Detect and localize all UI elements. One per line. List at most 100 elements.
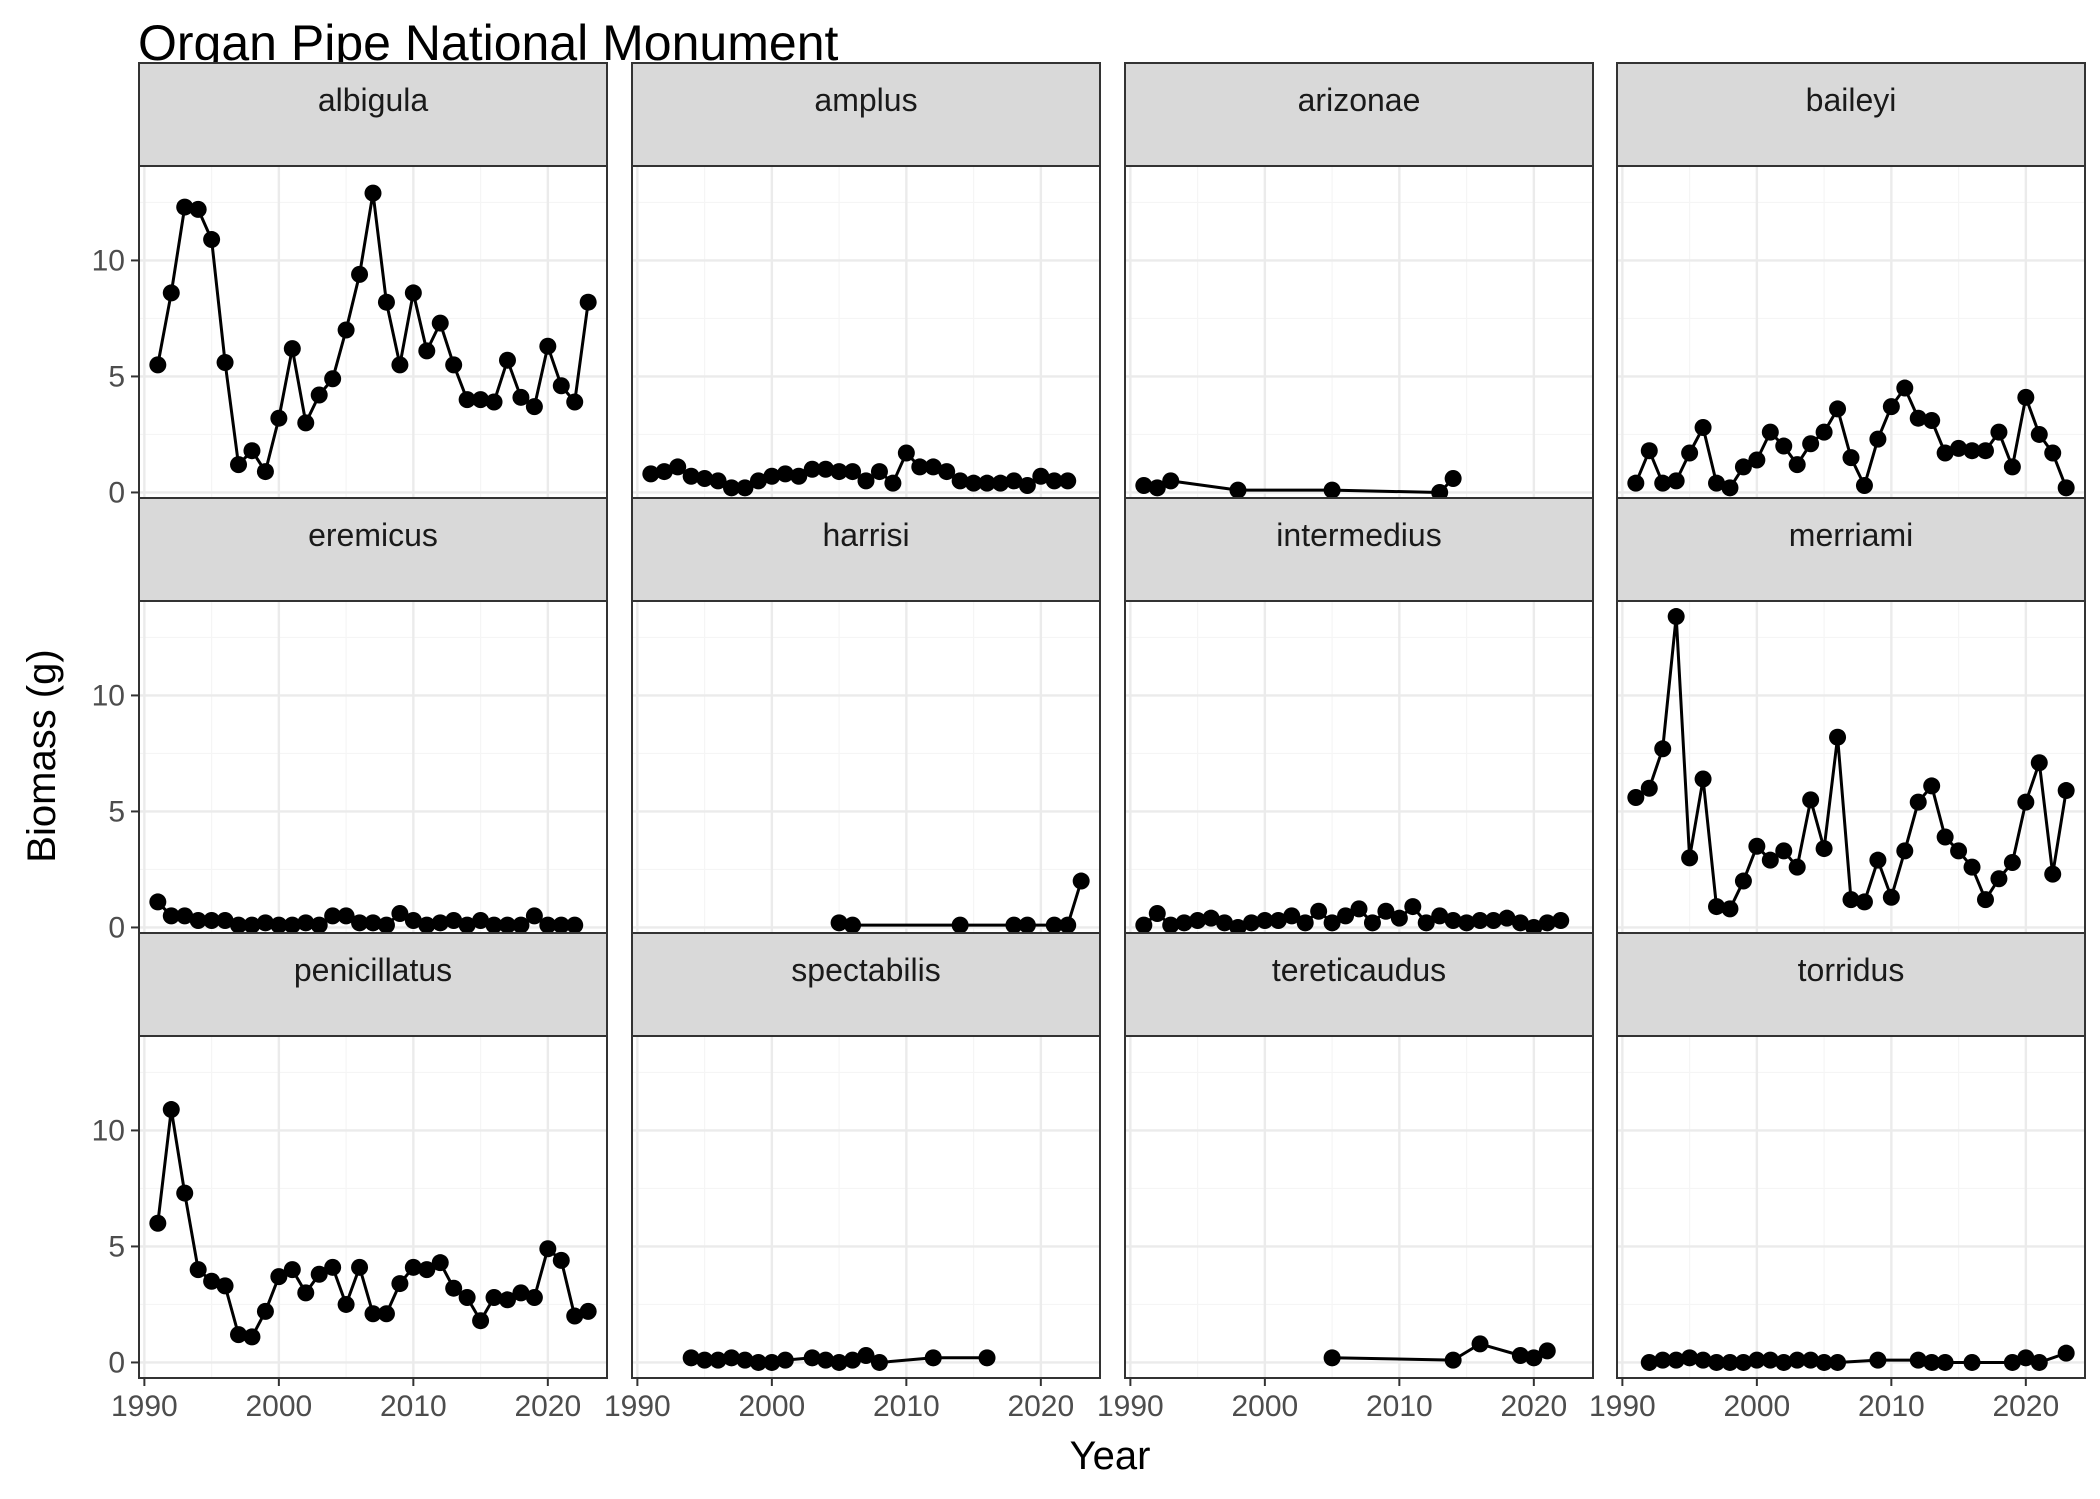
data-point [1936, 828, 1954, 846]
panel-background [1125, 1036, 1593, 1378]
data-point [1829, 400, 1847, 418]
data-point [1694, 770, 1712, 788]
data-point [803, 1349, 821, 1367]
data-point [216, 1277, 234, 1295]
x-tick-label: 2000 [245, 1390, 312, 1423]
data-point [391, 1275, 409, 1293]
y-tick-label: 10 [92, 1114, 125, 1147]
data-point [431, 914, 449, 932]
data-point [162, 1101, 180, 1119]
data-point [1721, 479, 1739, 497]
data-point [1148, 479, 1166, 497]
x-tick-label: 1990 [1097, 1390, 1164, 1423]
y-tick-label: 5 [108, 1230, 125, 1263]
data-point [1640, 779, 1658, 797]
data-point [431, 1254, 449, 1272]
data-point [1471, 1335, 1489, 1353]
data-point [1471, 911, 1489, 929]
data-point [1748, 1351, 1766, 1369]
data-point [270, 1268, 288, 1286]
data-point [709, 1351, 727, 1369]
data-point [256, 463, 274, 481]
data-point [1511, 1346, 1529, 1364]
data-point [1296, 914, 1314, 932]
data-point [337, 907, 355, 925]
data-point [1909, 409, 1927, 427]
data-point [149, 1214, 167, 1232]
data-point [1189, 911, 1207, 929]
data-point [566, 1307, 584, 1325]
data-point [458, 916, 476, 934]
data-point [978, 1349, 996, 1367]
data-point [870, 1353, 888, 1371]
data-point [1337, 907, 1355, 925]
data-point [709, 472, 727, 490]
data-point [749, 472, 767, 490]
data-point [696, 470, 714, 488]
data-point [1842, 891, 1860, 909]
data-point [230, 916, 248, 934]
data-point [566, 393, 584, 411]
data-point [1950, 842, 1968, 860]
x-tick-label: 2020 [1007, 1390, 1074, 1423]
data-point [1681, 444, 1699, 462]
data-point [1829, 728, 1847, 746]
data-point [1072, 872, 1090, 890]
panel-background [1125, 601, 1593, 943]
data-point [1216, 914, 1234, 932]
data-point [1694, 418, 1712, 436]
data-point [472, 911, 490, 929]
data-point [472, 391, 490, 409]
data-point [1148, 905, 1166, 923]
panel-background [139, 601, 607, 943]
data-point [1654, 474, 1672, 492]
x-tick-label: 2000 [1723, 1390, 1790, 1423]
data-point [924, 1349, 942, 1367]
data-point [669, 458, 687, 476]
data-point [1431, 907, 1449, 925]
data-point [2030, 1353, 2048, 1371]
data-point [1283, 907, 1301, 925]
data-point [1135, 476, 1153, 494]
y-tick-label: 0 [108, 1346, 125, 1379]
data-point [965, 474, 983, 492]
data-point [1377, 902, 1395, 920]
data-point [404, 284, 422, 302]
data-point [579, 1302, 597, 1320]
data-point [337, 321, 355, 339]
data-point [512, 388, 530, 406]
facet-strip-label: albigula [318, 82, 429, 118]
panel-background [1617, 1036, 2085, 1378]
data-point [297, 414, 315, 432]
data-point [377, 916, 395, 934]
data-point [1976, 891, 1994, 909]
facet-arizonae: arizonae [1124, 62, 1594, 509]
data-point [1788, 456, 1806, 474]
y-tick-label: 10 [92, 679, 125, 712]
data-point [911, 458, 929, 476]
data-point [2003, 1353, 2021, 1371]
data-point [324, 370, 342, 388]
data-point [310, 1265, 328, 1283]
data-point [351, 1258, 369, 1276]
facet-merriami: merriami [1616, 497, 2086, 944]
data-point [1431, 483, 1449, 501]
data-point [1748, 837, 1766, 855]
data-point [485, 1288, 503, 1306]
facet-strip [138, 62, 608, 167]
data-point [256, 1302, 274, 1320]
data-point [1896, 379, 1914, 397]
data-point [377, 1305, 395, 1323]
data-point [525, 1288, 543, 1306]
data-point [1511, 914, 1529, 932]
data-point [736, 1351, 754, 1369]
facet-grid: albigula 0 5 10 amplus arizonae baileyi eremicu… [92, 62, 2086, 1423]
facet-amplus: amplus [631, 62, 1101, 509]
data-point [498, 1291, 516, 1309]
data-point [1538, 1342, 1556, 1360]
data-point [1802, 435, 1820, 453]
facet-spectabilis: spectabilis 1990 2000 2010 2020 [604, 932, 1101, 1423]
data-point [1627, 789, 1645, 807]
facet-penicillatus: penicillatus 0 5 10 1990 2000 2010 2020 [92, 932, 608, 1423]
panel-background [1125, 166, 1593, 508]
